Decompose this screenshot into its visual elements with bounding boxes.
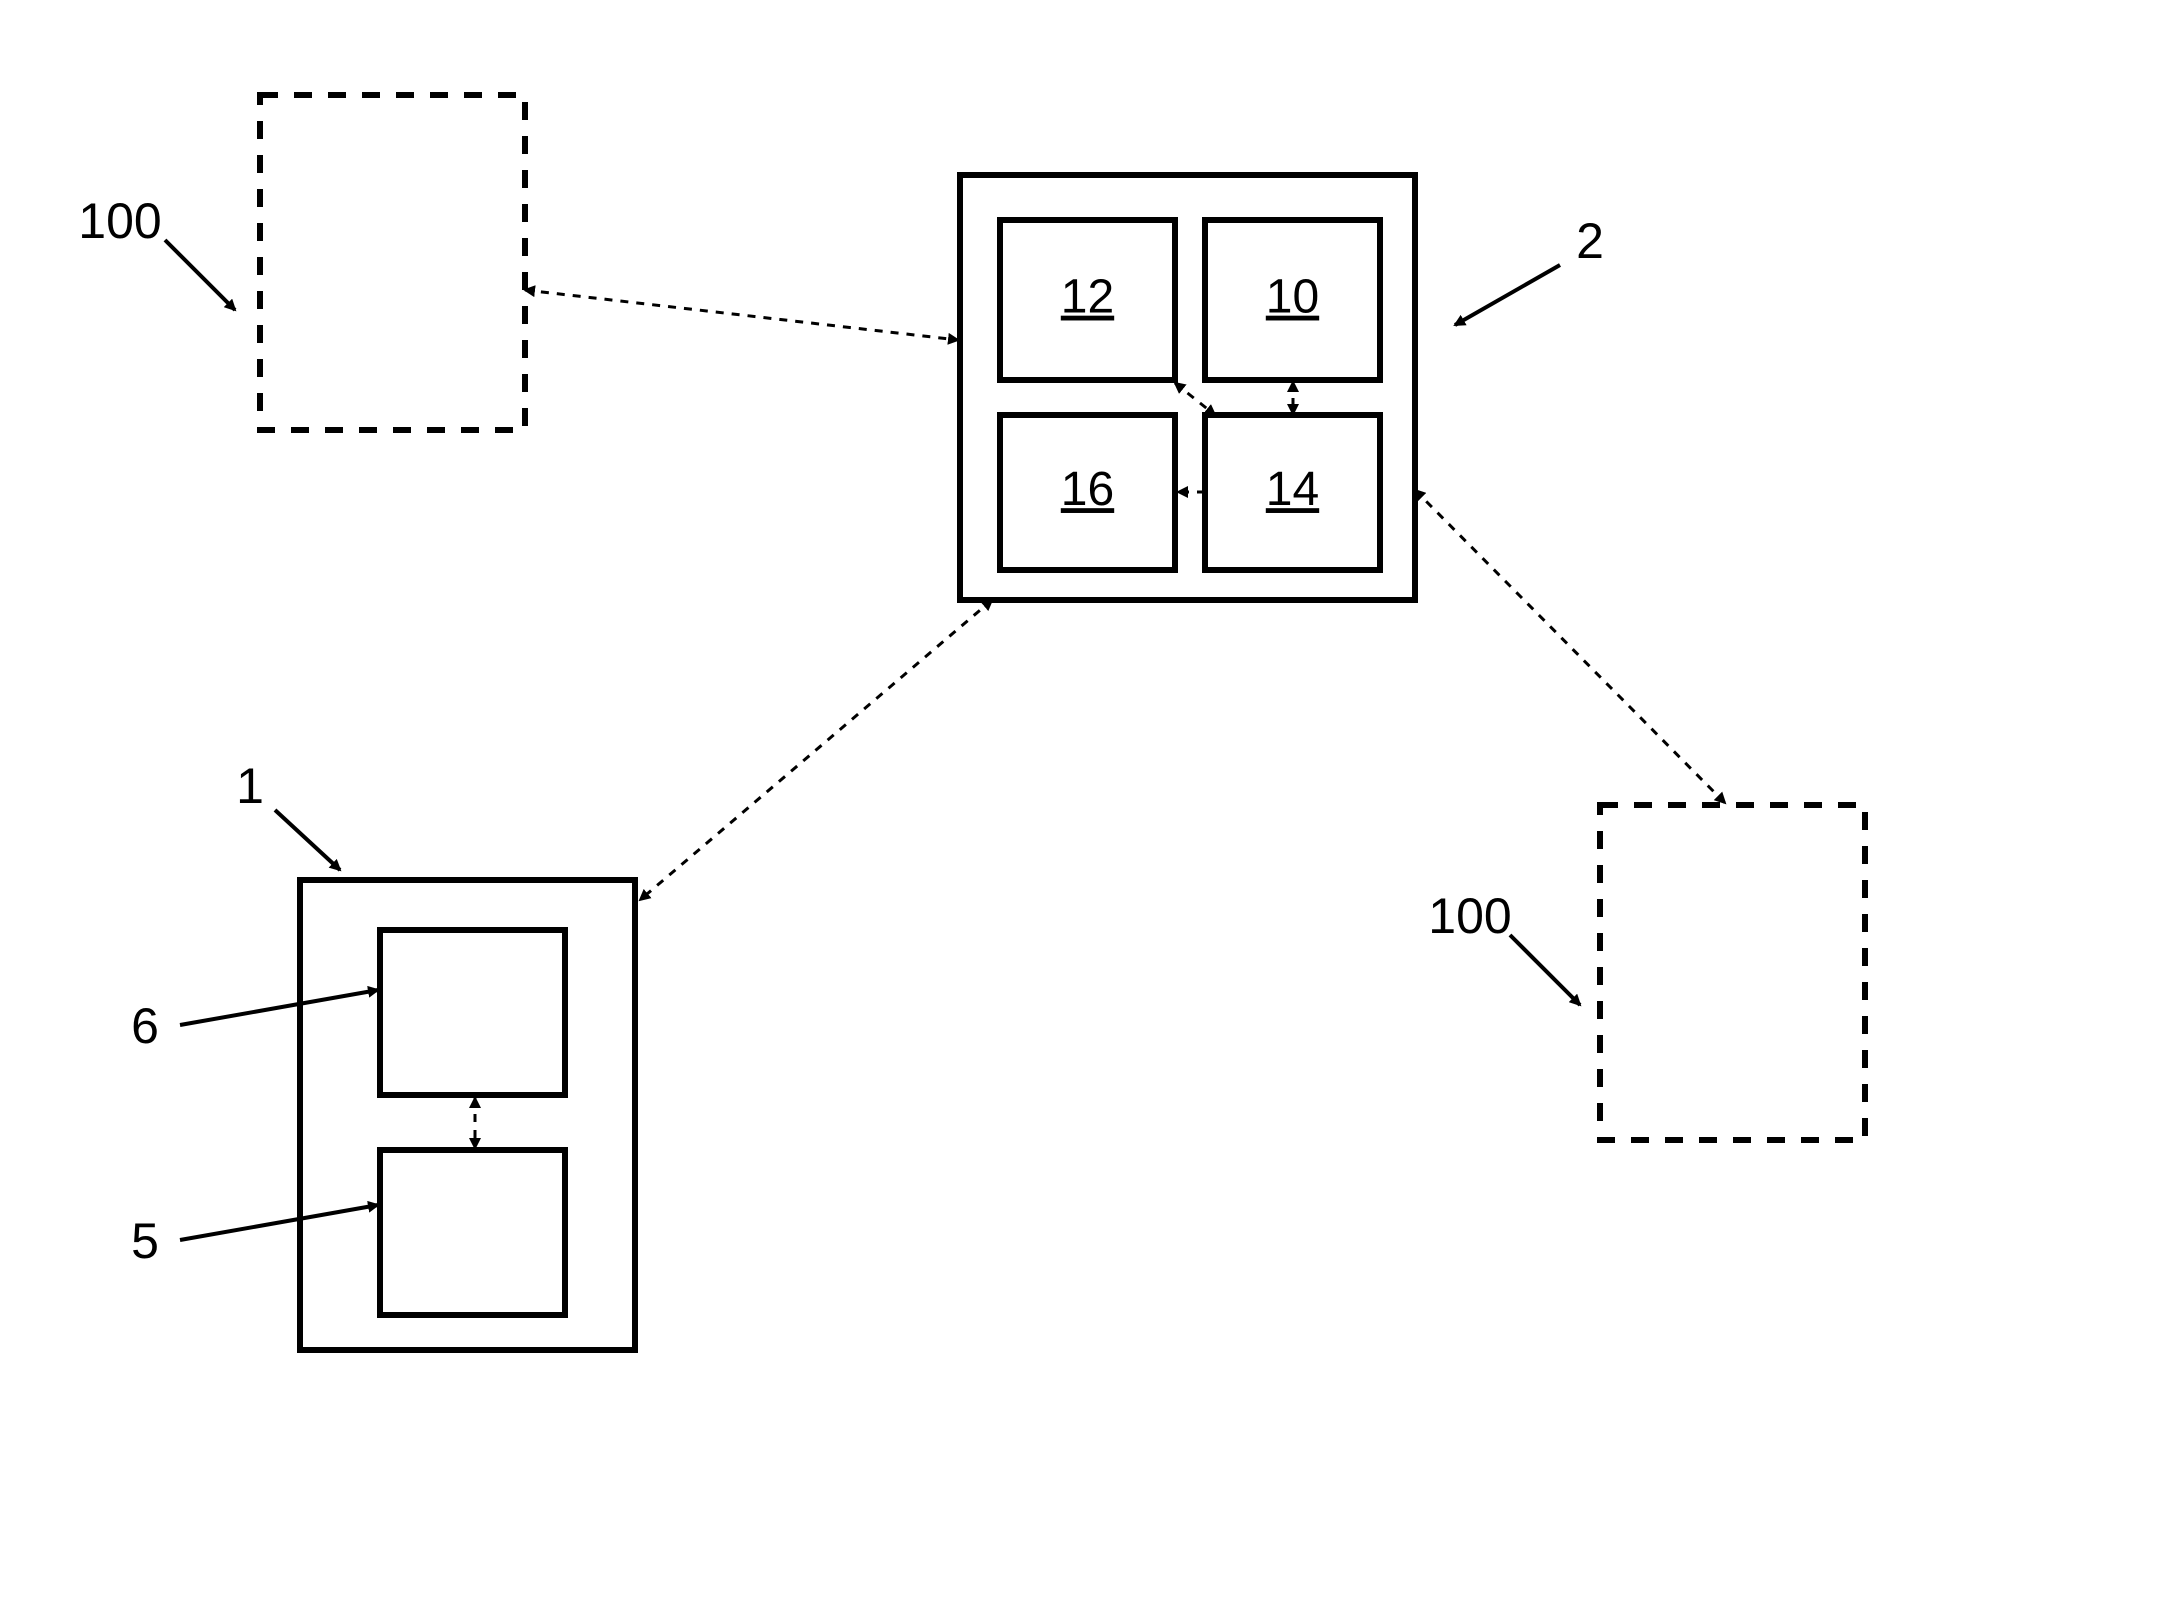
ref-2-arrow bbox=[1455, 265, 1560, 325]
ref-100-top-left-arrow bbox=[165, 240, 235, 310]
box-12-label: 12 bbox=[1061, 271, 1114, 324]
ref-100-bottom-right-label: 100 bbox=[1428, 888, 1511, 944]
connector-2-to-1 bbox=[640, 600, 992, 900]
ref-100-top-left-label: 100 bbox=[78, 193, 161, 249]
ref-5-arrow bbox=[180, 1205, 378, 1240]
connector-2-to-100br bbox=[1415, 490, 1725, 803]
box-1-outer bbox=[300, 880, 635, 1350]
ref-6-label: 6 bbox=[131, 998, 159, 1054]
box-10-label: 10 bbox=[1266, 271, 1319, 324]
ref-100-bottom-right-arrow bbox=[1510, 935, 1580, 1005]
box-5 bbox=[380, 1150, 565, 1315]
connector-12-to-14 bbox=[1175, 383, 1215, 415]
ref-6-arrow bbox=[180, 990, 378, 1025]
ref-5-label: 5 bbox=[131, 1213, 159, 1269]
ref-1-arrow bbox=[275, 810, 340, 870]
box-6 bbox=[380, 930, 565, 1095]
box-16-label: 16 bbox=[1061, 463, 1114, 516]
box-14-label: 14 bbox=[1266, 463, 1319, 516]
dashed-box-100-bottom-right bbox=[1600, 805, 1865, 1140]
ref-2-label: 2 bbox=[1576, 213, 1604, 269]
ref-1-label: 1 bbox=[236, 758, 264, 814]
dashed-box-100-top-left bbox=[260, 95, 525, 430]
box-2-outer bbox=[960, 175, 1415, 600]
connector-100tl-to-2 bbox=[525, 290, 958, 340]
